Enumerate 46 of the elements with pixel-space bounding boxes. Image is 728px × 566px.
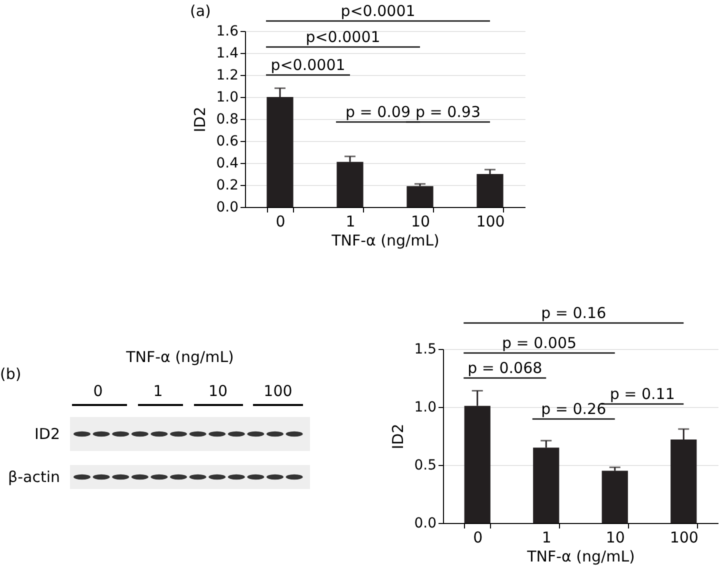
- y-tick-label: 1.6: [216, 24, 239, 40]
- text: p = 0.16: [541, 304, 606, 322]
- y-tick-label: 0.0: [414, 516, 436, 532]
- text: 1: [153, 382, 163, 400]
- annotation: p<0.0001: [306, 28, 380, 46]
- text: 100: [264, 382, 292, 400]
- y-tick-label: 0.6: [216, 134, 239, 150]
- x-tick-label: 1: [542, 528, 552, 546]
- y-tick-label: 1.5: [414, 342, 436, 358]
- y-tick-label: 1.4: [216, 46, 239, 62]
- bar: [476, 174, 504, 207]
- annotation: p = 0.005: [502, 334, 577, 352]
- y-tick-label: 0.4: [216, 156, 239, 172]
- annotation: p = 0.09: [345, 103, 411, 121]
- y-tick-label: 1.2: [216, 68, 238, 84]
- x-tick-label: 10: [410, 212, 430, 230]
- y-axis-title: ID2: [191, 106, 210, 132]
- text: 0: [93, 382, 103, 400]
- annotation: p = 0.26: [541, 400, 606, 418]
- x-tick-label: 1: [346, 212, 356, 230]
- x-axis-title: TNF-α (ng/mL): [330, 232, 440, 250]
- annotation: p = 0.93: [415, 103, 481, 121]
- y-tick-label: 0.2: [216, 178, 238, 194]
- text: TNF-α (ng/mL): [125, 348, 234, 366]
- x-tick-label: 0: [473, 528, 483, 546]
- annotation: p = 0.11: [610, 385, 675, 403]
- y-tick-label: 0.5: [414, 458, 436, 474]
- y-axis-title: ID2: [389, 424, 408, 450]
- x-tick-label: 100: [476, 212, 505, 230]
- x-tick-label: 100: [670, 528, 698, 546]
- text: (a): [190, 2, 211, 20]
- x-tick-label: 0: [276, 212, 286, 230]
- y-tick-label: 0.8: [216, 112, 238, 128]
- bar: [602, 470, 628, 523]
- text: 10: [208, 382, 228, 400]
- y-tick-label: 1.0: [414, 400, 436, 416]
- text: ID2: [34, 425, 60, 444]
- y-tick-label: 0.0: [216, 200, 238, 216]
- text: p<0.0001: [340, 2, 416, 20]
- x-tick-label: 10: [606, 528, 625, 546]
- annotation: p = 0.068: [468, 359, 542, 377]
- text: (b): [0, 365, 22, 384]
- x-axis-title: TNF-α (ng/mL): [526, 548, 635, 566]
- y-tick-label: 1.0: [216, 90, 238, 106]
- text: β-actin: [8, 468, 60, 486]
- annotation: p<0.0001: [270, 56, 346, 74]
